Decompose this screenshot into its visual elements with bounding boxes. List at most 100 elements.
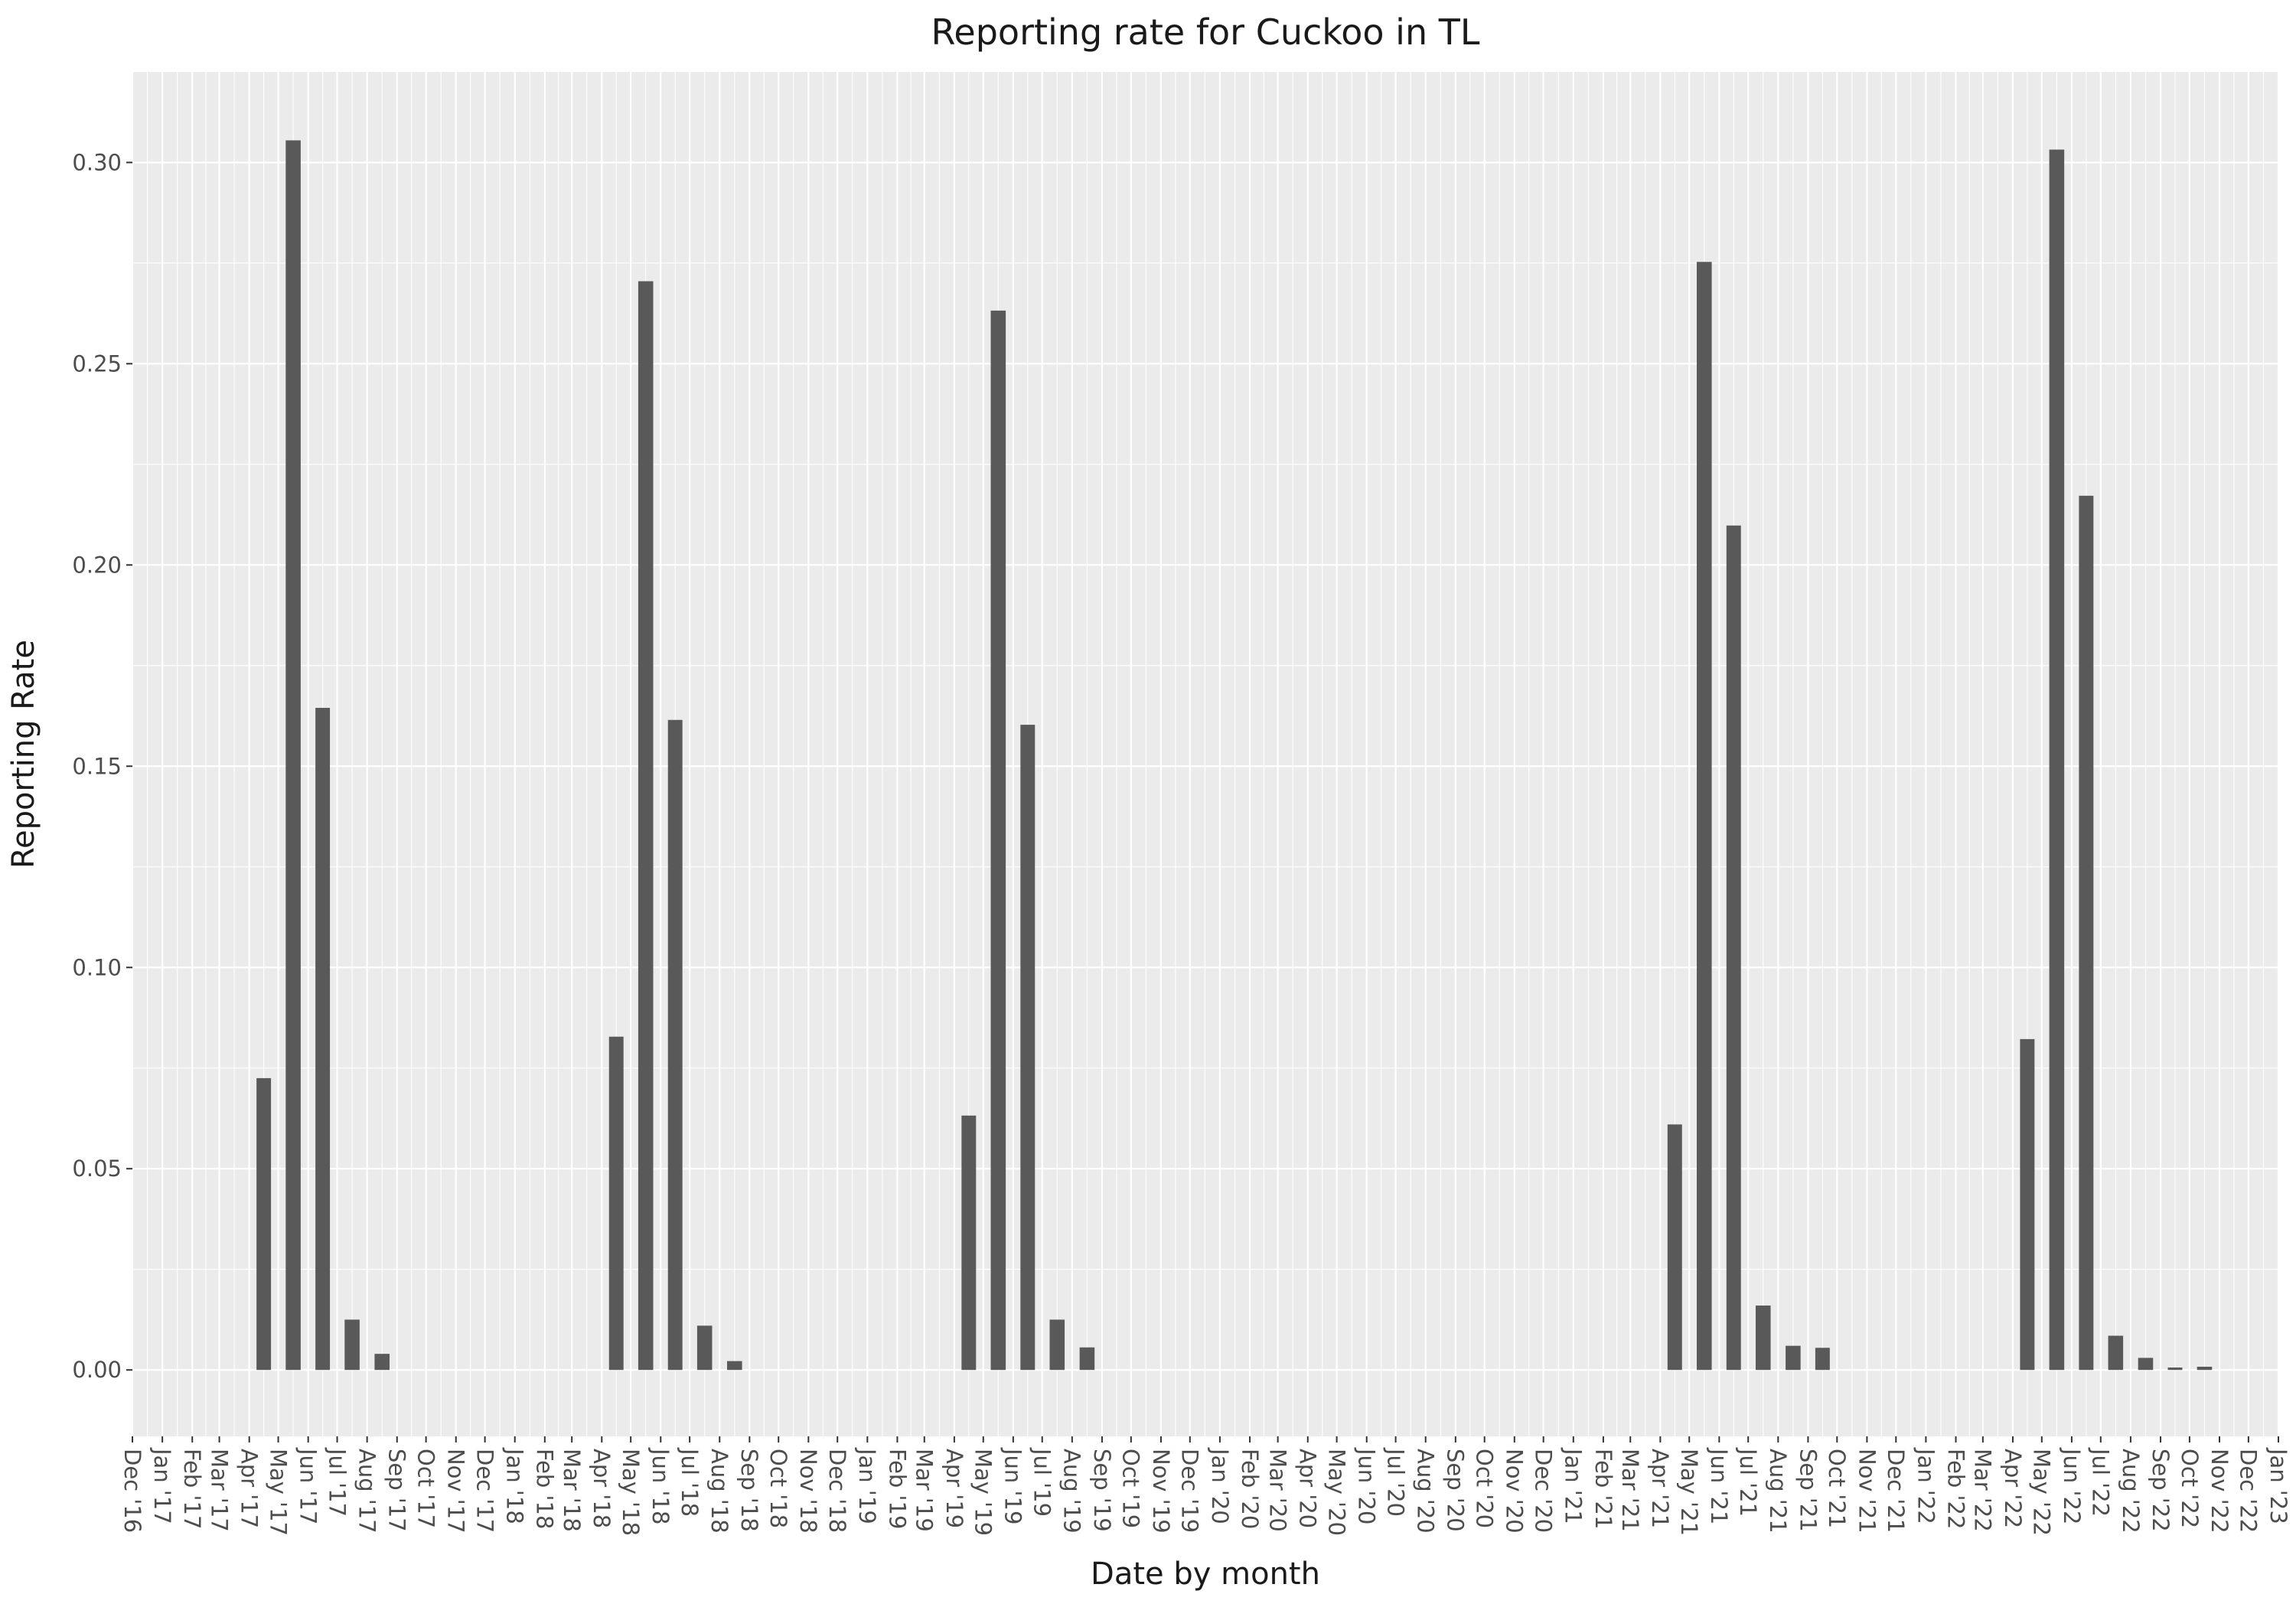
x-tick-label: Dec '17 (471, 1449, 497, 1533)
bar-aug-17 (374, 1354, 390, 1371)
x-tick-label: Jul '20 (1382, 1447, 1408, 1517)
x-tick-label: Dec '16 (119, 1449, 145, 1533)
x-tick-label: Jul '18 (677, 1447, 703, 1517)
x-tick-label: Mar '18 (559, 1449, 585, 1532)
x-tick-label: Jul '21 (1735, 1447, 1761, 1517)
gridlines (131, 72, 2280, 1436)
x-tick-label: Sep '19 (1089, 1449, 1115, 1532)
x-tick-label: Jun '19 (1000, 1447, 1026, 1524)
bars (256, 140, 2213, 1371)
y-tick-label: 0.30 (72, 149, 122, 175)
x-tick-label: May '19 (970, 1449, 996, 1536)
x-tick-label: Jun '22 (2059, 1447, 2085, 1524)
bar-sep-21 (1815, 1348, 1830, 1371)
x-tick-label: Feb '17 (179, 1449, 205, 1529)
x-tick-label: Jan '17 (149, 1447, 175, 1524)
x-tick-label: Sep '20 (1443, 1449, 1469, 1532)
x-tick-label: Apr '20 (1295, 1449, 1321, 1528)
x-tick-label: Oct '22 (2177, 1449, 2203, 1528)
bar-apr-19 (961, 1115, 977, 1371)
y-tick-label: 0.10 (72, 954, 122, 980)
y-tick-label: 0.15 (72, 753, 122, 779)
bar-jul-21 (1755, 1305, 1771, 1371)
x-tick-label: May '21 (1676, 1449, 1702, 1536)
bar-jun-18 (667, 719, 683, 1371)
bar-jul-22 (2108, 1335, 2124, 1371)
bar-apr-18 (608, 1036, 624, 1371)
x-tick-label: Jun '17 (295, 1447, 321, 1524)
x-tick-label: Nov '18 (795, 1449, 821, 1534)
x-tick-label: Nov '22 (2206, 1449, 2232, 1534)
x-tick-label: Dec '22 (2236, 1449, 2262, 1533)
x-tick-label: Dec '18 (824, 1449, 850, 1533)
x-tick-label: Jun '20 (1354, 1447, 1380, 1524)
x-tick-label: Oct '20 (1472, 1449, 1498, 1528)
x-tick-label: Dec '20 (1531, 1449, 1557, 1533)
x-tick-label: May '18 (618, 1449, 644, 1536)
x-tick-label: Jan '18 (502, 1447, 528, 1524)
x-tick-label: Feb '19 (884, 1449, 910, 1529)
x-tick-label: Oct '17 (413, 1449, 439, 1528)
x-tick-label: Oct '21 (1824, 1449, 1850, 1528)
x-tick-label: Feb '20 (1237, 1449, 1263, 1529)
bar-jul-17 (344, 1319, 360, 1371)
x-tick-label: Jan '22 (1913, 1447, 1939, 1524)
x-tick-label: Nov '21 (1854, 1449, 1880, 1534)
bar-apr-21 (1667, 1124, 1682, 1371)
x-tick-label: Aug '21 (1765, 1449, 1791, 1534)
x-tick-label: Mar '19 (912, 1449, 938, 1532)
x-tick-label: Oct '18 (765, 1449, 791, 1528)
x-tick-label: Sep '21 (1795, 1449, 1821, 1532)
bar-jul-19 (1049, 1319, 1065, 1371)
bar-oct-22 (2197, 1367, 2213, 1371)
y-tick-label: 0.00 (72, 1357, 122, 1383)
x-tick-label: Mar '21 (1617, 1449, 1643, 1532)
bar-may-22 (2049, 149, 2065, 1371)
bar-aug-18 (727, 1361, 742, 1371)
x-tick-label: Jul '19 (1029, 1447, 1055, 1517)
bar-aug-19 (1079, 1347, 1095, 1371)
x-tick-label: Feb '22 (1942, 1449, 1968, 1529)
chart-title: Reporting rate for Cuckoo in TL (931, 11, 1480, 53)
x-tick-label: Apr '22 (2000, 1449, 2026, 1528)
x-tick-label: Nov '20 (1502, 1449, 1528, 1534)
x-tick-label: Feb '21 (1590, 1449, 1616, 1529)
bar-jun-22 (2079, 495, 2094, 1371)
bar-jun-17 (315, 708, 331, 1371)
x-tick-label: Dec '19 (1177, 1449, 1203, 1533)
bar-jun-19 (1020, 725, 1035, 1371)
plot-panel (132, 72, 2278, 1436)
x-tick-label: May '17 (265, 1449, 291, 1536)
y-tick-label: 0.05 (72, 1156, 122, 1182)
x-tick-label: Apr '18 (589, 1449, 615, 1528)
x-tick-label: Mar '22 (1970, 1449, 1996, 1532)
x-tick-label: May '22 (2029, 1449, 2055, 1536)
x-tick-label: Jan '23 (2265, 1447, 2291, 1524)
x-tick-label: Dec '21 (1883, 1449, 1909, 1533)
x-tick-label: Nov '17 (443, 1449, 469, 1534)
bar-apr-17 (256, 1077, 272, 1371)
x-tick-label: Apr '19 (941, 1449, 967, 1528)
x-tick-label: Jun '21 (1706, 1447, 1732, 1524)
x-tick-label: Jan '21 (1561, 1447, 1587, 1524)
x-tick-label: Aug '22 (2118, 1449, 2144, 1534)
y-axis-title: Reporting Rate (6, 640, 41, 869)
x-tick-label: Aug '17 (354, 1449, 380, 1534)
x-tick-label: May '20 (1323, 1449, 1349, 1536)
bar-aug-22 (2138, 1358, 2154, 1371)
x-tick-label: Jul '22 (2088, 1447, 2114, 1517)
bar-jul-18 (696, 1325, 713, 1371)
x-tick-label: Feb '18 (532, 1449, 558, 1529)
bar-may-18 (638, 281, 654, 1371)
x-tick-label: Sep '18 (736, 1449, 762, 1532)
bar-jun-21 (1726, 525, 1741, 1371)
x-axis-title: Date by month (1091, 1556, 1320, 1592)
x-tick-label: Jan '19 (854, 1447, 880, 1524)
x-tick-label: Jul '17 (324, 1447, 350, 1517)
x-tick-label: Nov '19 (1148, 1449, 1174, 1534)
x-tick-label: Apr '17 (236, 1449, 263, 1528)
x-tick-label: Oct '19 (1118, 1449, 1144, 1528)
